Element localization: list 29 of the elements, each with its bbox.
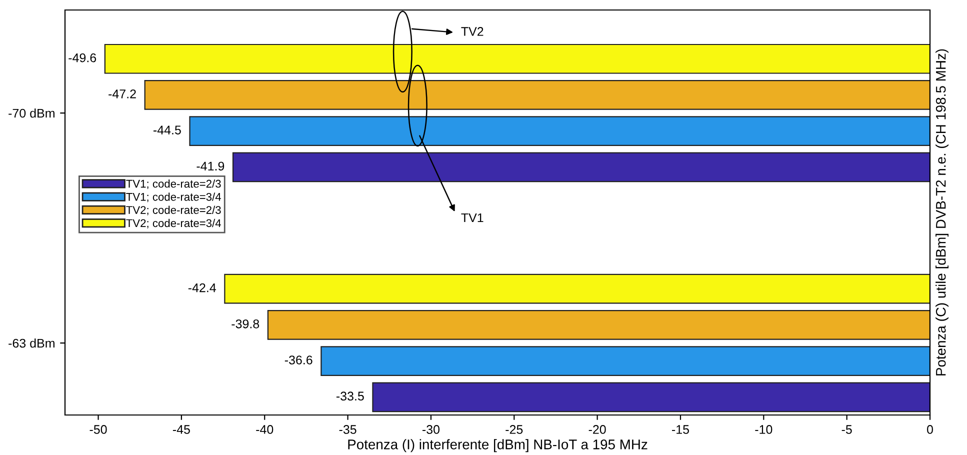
- x-tick-label: -20: [588, 425, 606, 434]
- legend-label: TV2; code-rate=3/4: [126, 218, 221, 228]
- data-label: -39.8: [232, 319, 260, 328]
- x-tick-label: -15: [672, 425, 689, 434]
- data-label: -36.6: [284, 356, 312, 364]
- legend-label: TV2; code-rate=2/3: [126, 206, 221, 216]
- data-label: -47.2: [108, 89, 136, 98]
- data-label: -49.6: [68, 53, 96, 62]
- y-tick-label: -70 dBm: [8, 108, 54, 118]
- legend-label: TV1; code-rate=3/4: [126, 192, 221, 202]
- data-label: -33.5: [336, 392, 364, 401]
- x-tick-label: -35: [339, 425, 356, 434]
- x-axis-title: Potenza (I) interferente [dBm] NB-IoT a 195 MHz: [348, 439, 648, 452]
- data-label: -44.5: [153, 126, 181, 134]
- x-tick-label: -45: [172, 425, 190, 434]
- data-label: -42.4: [188, 283, 216, 292]
- x-tick-label: -40: [256, 425, 274, 434]
- x-tick-label: -50: [90, 425, 107, 434]
- legend-label: TV1; code-rate=2/3: [126, 180, 221, 189]
- x-tick-label: -10: [755, 425, 772, 434]
- x-tick-label: -25: [506, 425, 523, 434]
- annotation: TV2: [461, 27, 484, 36]
- y-tick-label: -63 dBm: [8, 338, 54, 348]
- y-axis-title: Potenza (C) utile [dBm] DVB-T2 n.e. (CH 198.5 MHz): [936, 49, 949, 376]
- x-tick-label: -5: [842, 425, 852, 434]
- x-tick-label: -30: [422, 425, 440, 434]
- x-tick-label: 0: [927, 425, 933, 434]
- annotation: TV1: [461, 213, 484, 222]
- data-label: -41.9: [196, 162, 224, 171]
